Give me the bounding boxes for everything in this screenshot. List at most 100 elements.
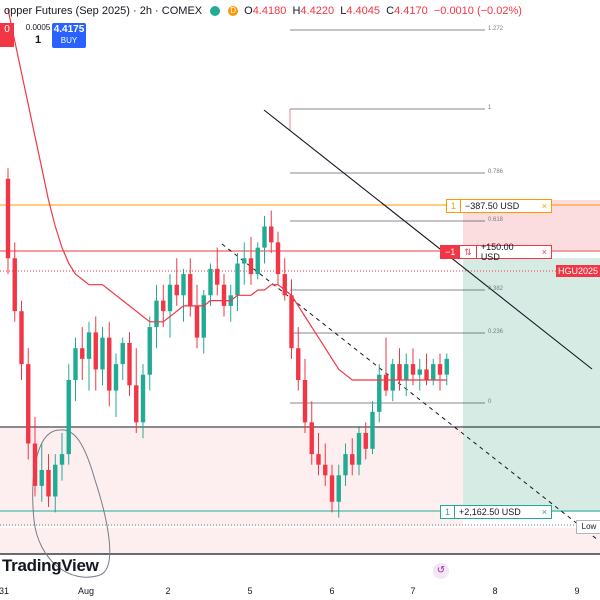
entry-quantity[interactable]: −1 [441,246,460,258]
candle-body [26,364,31,444]
candle-body [107,337,112,391]
candle-body [356,432,362,465]
candle-body [140,374,146,423]
x-tick-label: 9 [574,586,580,596]
ohlc-values: O4.4180 H4.4220 L4.4045 C4.4170 −0.0010 … [244,5,522,17]
candle-body [363,432,368,449]
fib-label-0618: 0.618 [488,217,504,223]
stop-loss-order[interactable]: 1 +2,162.50 USD × [440,505,552,519]
candle-body [255,247,260,275]
x-tick-label: 31 [0,586,10,596]
stop-zone [463,258,600,512]
entry-pnl: +150.00 USD [480,242,514,262]
candle-body [437,364,443,375]
candle-body [397,364,402,380]
candle-body [309,422,314,455]
candle-body [221,284,227,306]
x-tick-label: 7 [410,586,416,596]
tp-close-icon[interactable]: × [541,201,547,211]
candle-body [19,311,24,365]
candle-body [80,348,85,359]
candle-body [120,342,125,365]
buy-button[interactable]: 4.4175 BUY [52,23,86,48]
tp-pnl: −387.50 USD [465,201,520,211]
candle-body [323,464,328,476]
symbol-price-tag: HGU2025 [556,265,600,277]
candle-body [282,274,287,296]
candle-body [343,454,348,476]
candle-body [12,258,17,312]
candle-body [93,332,98,370]
fib-label-0236: 0.236 [488,329,504,335]
candles [5,168,449,518]
candle-body [316,454,321,465]
candle-body [86,332,92,359]
interval-label[interactable]: 2h [139,5,152,17]
candle-body [181,274,186,296]
x-tick-label: 2 [165,586,171,596]
candle-body [59,454,65,465]
sl-pnl: +2,162.50 USD [459,507,521,517]
fib-label-1: 1 [488,105,492,111]
candle-body [188,274,193,306]
symbol-header: opper Futures (Sep 2025) · 2h · COMEX D … [4,5,522,17]
candle-body [424,369,429,380]
candle-body [242,258,247,264]
candle-body [134,385,139,423]
tradingview-logo: TradingView [2,556,99,575]
candle-body [383,374,389,391]
candle-body [147,327,152,375]
candle-body [174,284,179,296]
candle-body [73,348,78,380]
candle-body [39,470,44,486]
candle-body [377,374,382,412]
candle-body [336,475,341,502]
candle-body [32,443,38,486]
position-entry-order[interactable]: −1 ⇅ +150.00 USD × [440,242,552,262]
x-tick-label: 5 [247,586,253,596]
candle-body [289,295,294,349]
reverse-icon[interactable]: ⇅ [459,246,477,258]
time-axis[interactable]: 31 Aug 2 5 6 7 8 9 [0,581,600,600]
candle-body [269,226,274,243]
candle-body [167,284,173,312]
candle-body [215,268,220,285]
fib-retracement[interactable] [289,29,485,404]
candle-body [161,300,166,312]
candle-body [370,411,375,449]
fib-label-0: 0 [488,399,492,405]
downtrend-line[interactable] [263,109,593,370]
take-profit-order[interactable]: 1 −387.50 USD × [446,199,552,213]
symbol-title[interactable]: opper Futures (Sep 2025) [4,5,130,17]
moving-average-line [7,9,447,381]
candle-body [390,364,395,391]
sl-close-icon[interactable]: × [541,507,547,517]
candle-body [154,300,159,328]
candle-body [194,305,200,338]
candle-body [302,380,308,423]
candle-body [235,263,240,296]
candle-body [431,364,436,380]
spread-quantity[interactable]: 0.0005 1 [25,23,51,46]
tp-quantity[interactable]: 1 [447,200,462,212]
candle-body [350,454,355,465]
delayed-data-icon[interactable]: D [228,6,239,16]
candle-body [53,464,58,497]
candle-body [208,268,213,296]
x-tick-label: Aug [77,586,95,596]
change-value: −0.0010 (−0.02%) [433,5,522,17]
low-tag: Low [576,520,600,534]
fib-label-0786: 0.786 [488,169,504,175]
entry-close-icon[interactable]: × [541,247,547,257]
fib-label-1272: 1.272 [488,26,504,32]
sl-quantity[interactable]: 1 [441,506,456,518]
candle-body [5,178,11,259]
pink-band-lower [0,528,600,554]
exchange-label: COMEX [161,5,203,17]
replay-icon[interactable]: ↺ [433,563,449,579]
candle-body [66,380,71,455]
market-open-icon [210,6,221,16]
sell-button[interactable]: 0 [0,23,14,47]
candle-body [248,258,254,275]
